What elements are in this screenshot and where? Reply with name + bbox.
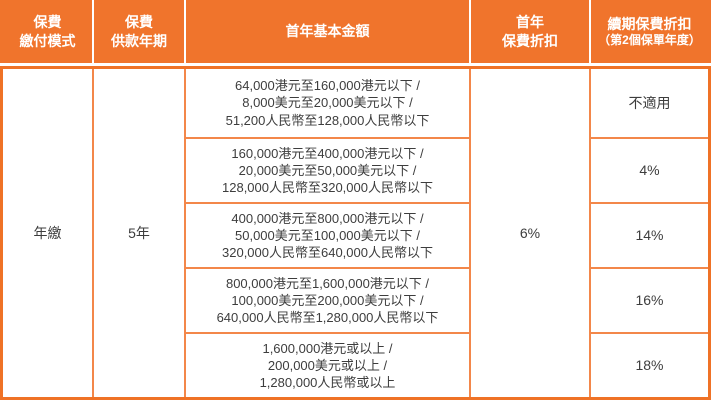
amount-line: 200,000美元或以上 / bbox=[267, 357, 388, 373]
header-payment-mode: 保費 繳付模式 bbox=[3, 0, 92, 63]
renewal-discount-cell: 16% bbox=[591, 269, 708, 332]
payment-mode-cell: 年繳 bbox=[3, 69, 92, 397]
amount-line: 800,000港元至1,600,000港元以下 / bbox=[225, 275, 430, 291]
table-header-row: 保費 繳付模式 保費 供款年期 首年基本金額 首年 保費折扣 續期保費折扣 （第… bbox=[0, 0, 711, 63]
header-line: 首年基本金額 bbox=[285, 23, 370, 40]
header-first-year-discount: 首年 保費折扣 bbox=[471, 0, 589, 63]
first-year-discount-cell: 6% bbox=[471, 69, 589, 397]
renewal-discount-cell: 不適用 bbox=[591, 69, 708, 137]
amount-line: 50,000美元至100,000美元以下 / bbox=[235, 227, 420, 243]
header-line: 續期保費折扣 bbox=[607, 15, 692, 32]
header-renewal-discount: 續期保費折扣 （第2個保單年度） bbox=[591, 0, 708, 63]
amount-line: 8,000美元至20,000美元以下 / bbox=[242, 95, 413, 111]
header-line: 保費 bbox=[125, 14, 153, 31]
amount-line: 20,000美元至50,000美元以下 / bbox=[238, 162, 417, 178]
amount-line: 100,000美元至200,000美元以下 / bbox=[231, 292, 424, 308]
amount-line: 1,600,000港元或以上 / bbox=[262, 340, 393, 356]
table-body: 年繳 5年 64,000港元至160,000港元以下 / 8,000美元至20,… bbox=[0, 66, 711, 400]
amount-line: 64,000港元至160,000港元以下 / bbox=[235, 78, 420, 94]
base-amount-cell: 1,600,000港元或以上 / 200,000美元或以上 / 1,280,00… bbox=[186, 334, 469, 397]
amount-line: 320,000人民幣至640,000人民幣以下 bbox=[222, 245, 433, 261]
payment-term-cell: 5年 bbox=[94, 69, 184, 397]
amount-line: 1,280,000人民幣或以上 bbox=[259, 375, 396, 391]
header-base-amount: 首年基本金額 bbox=[186, 0, 469, 63]
renewal-discount-cell: 4% bbox=[591, 139, 708, 202]
renewal-discount-cell: 18% bbox=[591, 334, 708, 397]
renewal-discount-cell: 14% bbox=[591, 204, 708, 267]
amount-line: 400,000港元至800,000港元以下 / bbox=[231, 210, 424, 226]
header-line: 供款年期 bbox=[111, 32, 167, 49]
header-line: 繳付模式 bbox=[19, 32, 76, 49]
base-amount-cell: 160,000港元至400,000港元以下 / 20,000美元至50,000美… bbox=[186, 139, 469, 202]
amount-line: 640,000人民幣至1,280,000人民幣以下 bbox=[216, 310, 439, 326]
header-subtitle: （第2個保單年度） bbox=[598, 32, 701, 47]
header-line: 保費折扣 bbox=[502, 32, 558, 49]
amount-line: 51,200人民幣至128,000人民幣以下 bbox=[225, 112, 430, 128]
base-amount-cell: 64,000港元至160,000港元以下 / 8,000美元至20,000美元以… bbox=[186, 69, 469, 137]
amount-line: 128,000人民幣至320,000人民幣以下 bbox=[222, 180, 433, 196]
header-payment-term: 保費 供款年期 bbox=[94, 0, 184, 63]
header-line: 保費 bbox=[33, 14, 62, 31]
header-line: 首年 bbox=[516, 14, 544, 31]
base-amount-cell: 800,000港元至1,600,000港元以下 / 100,000美元至200,… bbox=[186, 269, 469, 332]
base-amount-cell: 400,000港元至800,000港元以下 / 50,000美元至100,000… bbox=[186, 204, 469, 267]
amount-line: 160,000港元至400,000港元以下 / bbox=[231, 145, 424, 161]
